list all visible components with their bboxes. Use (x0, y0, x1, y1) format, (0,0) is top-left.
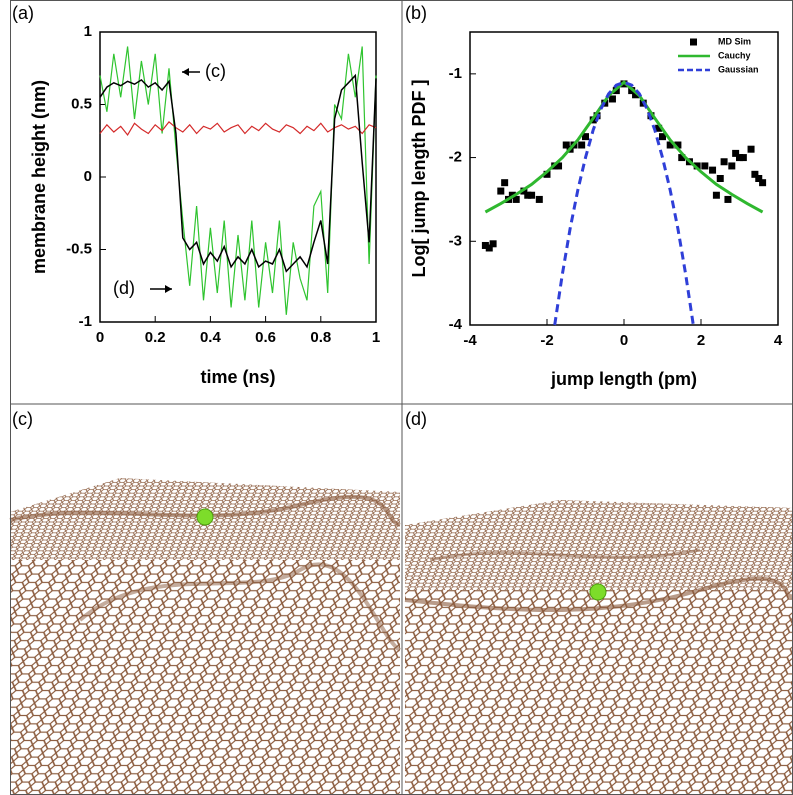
data-point (497, 187, 505, 195)
data-point (501, 179, 509, 187)
data-point (582, 133, 589, 141)
y-tick-label: -1 (79, 313, 92, 330)
x-tick-label: 4 (774, 332, 783, 349)
x-axis-label: time (ns) (200, 367, 275, 387)
data-point (578, 141, 586, 149)
x-tick-label: 1 (372, 329, 380, 346)
legend-label: Cauchy (718, 50, 751, 60)
x-tick-label: -4 (463, 332, 477, 349)
series-line (553, 80, 695, 326)
legend-marker (690, 38, 697, 46)
panel-label: (a) (12, 3, 34, 23)
data-point (709, 166, 717, 174)
data-point (489, 240, 497, 248)
data-point (632, 91, 640, 99)
x-tick-label: 0.8 (310, 329, 331, 346)
data-point (512, 195, 520, 203)
legend-label: MD Sim (718, 36, 751, 46)
data-point (720, 158, 728, 166)
x-tick-label: 2 (697, 332, 705, 349)
annotation: (d) (113, 278, 135, 298)
data-point (674, 141, 682, 149)
series-line (484, 80, 764, 214)
annotation-arrowhead (182, 68, 189, 76)
y-axis-label: Log[ jump length PDF ] (409, 80, 429, 278)
data-point (481, 241, 489, 249)
x-tick-label: 0 (96, 329, 104, 346)
panel-label: (b) (405, 3, 427, 23)
data-point (678, 154, 686, 162)
data-point (701, 162, 709, 170)
panel-label: (c) (12, 409, 33, 429)
series-line (99, 73, 377, 273)
data-point (736, 154, 743, 162)
data-point (724, 195, 732, 203)
y-tick-label: -0.5 (66, 240, 92, 257)
data-point (659, 133, 666, 141)
data-point (655, 124, 663, 132)
x-tick-label: 0.6 (255, 329, 276, 346)
data-point (755, 175, 763, 182)
data-point (739, 154, 747, 162)
data-point (732, 149, 740, 157)
x-tick-label: 0.4 (200, 329, 222, 346)
y-tick-label: 0.5 (71, 95, 92, 112)
data-point (524, 191, 532, 199)
data-point (759, 179, 767, 187)
panel-label: (d) (405, 409, 427, 429)
graphene-image-d (404, 500, 793, 795)
legend-label: Gaussian (718, 64, 759, 74)
x-tick-label: -2 (540, 332, 553, 349)
annotation-arrowhead (165, 285, 172, 293)
graphene-image-c (9, 478, 402, 795)
x-axis-label: jump length (pm) (550, 369, 697, 389)
y-axis-label: membrane height (nm) (29, 80, 49, 274)
y-tick-label: 1 (84, 23, 92, 40)
y-tick-label: -4 (449, 316, 463, 333)
series-line (99, 121, 377, 136)
x-tick-label: 0.2 (145, 329, 166, 346)
data-point (712, 191, 720, 199)
y-tick-label: -2 (449, 149, 462, 166)
data-point (728, 162, 736, 170)
y-tick-label: -1 (449, 65, 462, 82)
annotation: (c) (205, 61, 226, 81)
data-point (535, 195, 543, 203)
y-tick-label: 0 (84, 168, 92, 185)
data-point (666, 141, 674, 149)
data-point (543, 170, 551, 178)
data-point (751, 170, 759, 178)
data-point (555, 162, 563, 170)
data-point (716, 175, 724, 182)
data-point (608, 95, 616, 103)
y-tick-label: -3 (449, 232, 462, 249)
data-point (747, 145, 755, 153)
x-tick-label: 0 (620, 332, 628, 349)
data-point (693, 162, 701, 170)
data-point (485, 244, 493, 252)
data-point (562, 141, 570, 149)
data-point (528, 191, 536, 199)
